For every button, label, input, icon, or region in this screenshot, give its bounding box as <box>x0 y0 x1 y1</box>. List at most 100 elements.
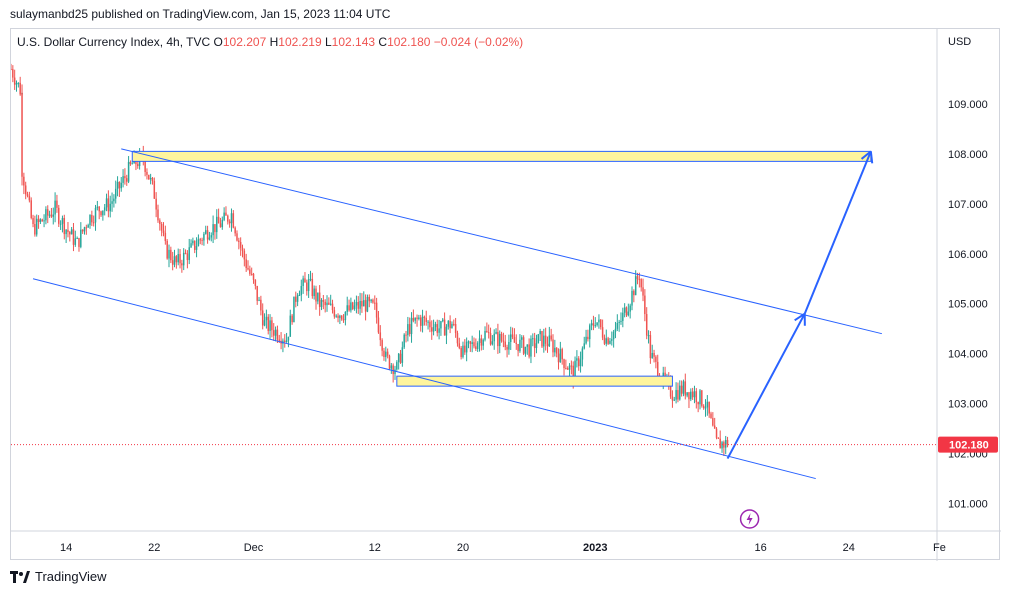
candle <box>19 76 21 96</box>
candle-body <box>193 240 196 250</box>
candle <box>476 341 479 352</box>
candle <box>205 225 207 235</box>
candle <box>561 347 563 365</box>
candle-body <box>72 229 75 245</box>
candle <box>186 250 189 269</box>
candle <box>107 190 110 218</box>
candle-body <box>363 300 365 307</box>
channel-upper-line <box>121 148 882 335</box>
candle <box>546 336 549 353</box>
candle-body <box>715 428 718 438</box>
candle-body <box>272 330 275 336</box>
x-tick-label: 16 <box>754 542 766 554</box>
candle-body <box>502 340 505 342</box>
candle <box>388 354 391 371</box>
candle-body <box>456 332 459 344</box>
candle-body <box>511 334 514 338</box>
footer-brand[interactable]: TradingView <box>35 569 107 584</box>
candle-body <box>15 83 18 85</box>
candle <box>35 214 38 237</box>
candle-body <box>364 300 367 312</box>
candle-body <box>307 279 310 292</box>
candle <box>148 174 150 180</box>
candle <box>403 333 405 349</box>
candle <box>418 314 420 321</box>
candle <box>340 315 343 321</box>
candle-body <box>91 214 93 223</box>
candle-body <box>188 247 190 261</box>
candle-body <box>572 365 574 381</box>
candle <box>548 326 551 348</box>
candle <box>601 319 604 341</box>
legend-part: C <box>378 35 387 49</box>
candle-body <box>39 219 42 223</box>
candle <box>713 417 716 429</box>
candle-body <box>137 164 139 167</box>
candle <box>423 315 426 326</box>
candle-body <box>642 287 644 296</box>
candle <box>181 259 183 273</box>
candle <box>63 214 66 240</box>
candle-body <box>232 213 235 228</box>
candle-body <box>557 353 560 363</box>
candle-body <box>633 290 635 296</box>
candle <box>159 218 161 231</box>
y-tick-label: 109.000 <box>948 99 988 111</box>
candle-body <box>355 302 358 306</box>
candle-body <box>177 254 179 263</box>
candle-body <box>651 353 653 359</box>
candle <box>708 401 710 418</box>
candle <box>623 303 626 318</box>
candle-body <box>197 239 200 247</box>
projection-arrow-head <box>869 151 874 164</box>
candle <box>680 380 683 397</box>
candle-body <box>625 307 628 316</box>
candle <box>445 324 448 345</box>
candle-body <box>56 200 58 208</box>
candle-body <box>638 279 641 281</box>
candle <box>318 285 321 316</box>
candle <box>113 194 115 208</box>
candle-body <box>216 216 218 233</box>
candle-body <box>26 194 29 196</box>
candle <box>274 326 277 342</box>
candle-body <box>48 214 51 216</box>
candle <box>170 246 172 264</box>
price-chart[interactable]: USD101.000102.000103.000104.000105.00010… <box>11 29 1001 561</box>
y-tick-label: 105.000 <box>948 299 988 311</box>
chart-panel[interactable]: USD 101.000 102.000 103.000 104.000 105.000 10… <box>10 28 1001 561</box>
candle-body <box>544 335 547 344</box>
candle <box>96 200 99 211</box>
candle-body <box>515 342 518 344</box>
candle <box>250 267 253 276</box>
candle-body <box>126 178 128 182</box>
candle <box>276 325 279 344</box>
candle <box>600 319 602 330</box>
candle <box>467 340 470 349</box>
candle <box>212 215 214 244</box>
candle <box>361 293 363 313</box>
candle-body <box>234 227 236 234</box>
candle <box>256 285 258 305</box>
candle <box>436 319 439 337</box>
candle-body <box>640 279 642 288</box>
candle <box>408 317 411 337</box>
candle-body <box>318 292 321 307</box>
candle <box>521 335 523 348</box>
candle <box>326 295 328 312</box>
candle <box>684 373 687 400</box>
candle-body <box>688 392 690 400</box>
candle <box>699 389 701 410</box>
projection-arrow-head <box>794 312 806 322</box>
candle-body <box>500 333 503 341</box>
candle-body <box>418 317 420 319</box>
legend-part: 102.207 <box>223 35 270 49</box>
candle-body <box>41 219 43 222</box>
candle <box>203 231 205 246</box>
candle-body <box>348 305 350 311</box>
candle <box>513 328 516 343</box>
candle-body <box>208 237 211 240</box>
candle-body <box>105 198 108 208</box>
candle <box>238 237 240 250</box>
candle-body <box>340 315 343 320</box>
